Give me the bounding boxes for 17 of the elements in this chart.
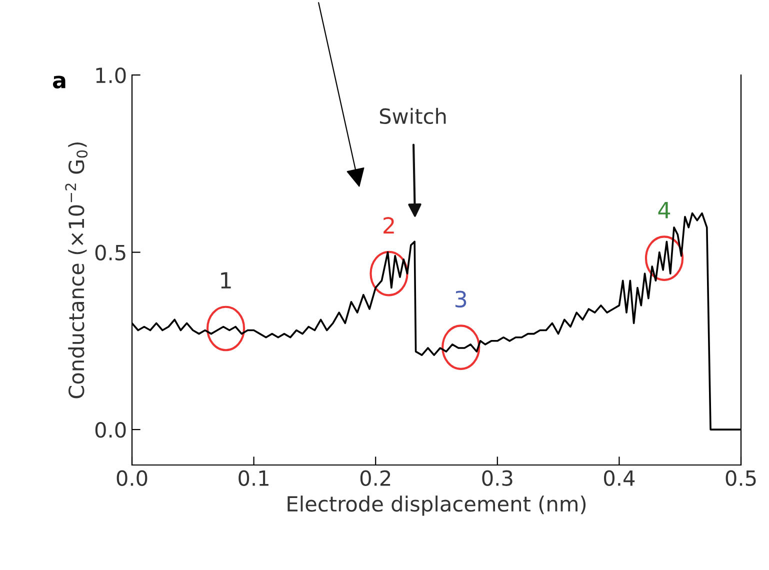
x-tick-label: 0.4 <box>604 470 635 486</box>
x-axis-title: Electrode displacement (nm) <box>288 496 586 516</box>
y-tick-label: 0.0 <box>95 422 126 438</box>
y-axis-title: Conductance (×10$^{−2}$ G$_{0}$) <box>65 142 88 398</box>
annotation: 4 <box>658 202 670 218</box>
annotation: 3 <box>455 290 466 308</box>
text: a <box>52 76 66 88</box>
annotation: 2 <box>384 216 394 234</box>
x-tick-label: 0.5 <box>726 470 756 486</box>
annotation: 1 <box>221 272 231 288</box>
x-tick-label: 0.1 <box>238 470 268 486</box>
annotation: Switch <box>380 108 446 124</box>
y-tick-label: 0.5 <box>95 244 126 260</box>
y-tick-label: 1.0 <box>96 67 126 84</box>
x-tick-label: 0.3 <box>482 470 512 486</box>
x-tick-label: 0.2 <box>360 470 390 486</box>
x-tick-label: 0.0 <box>116 470 148 486</box>
